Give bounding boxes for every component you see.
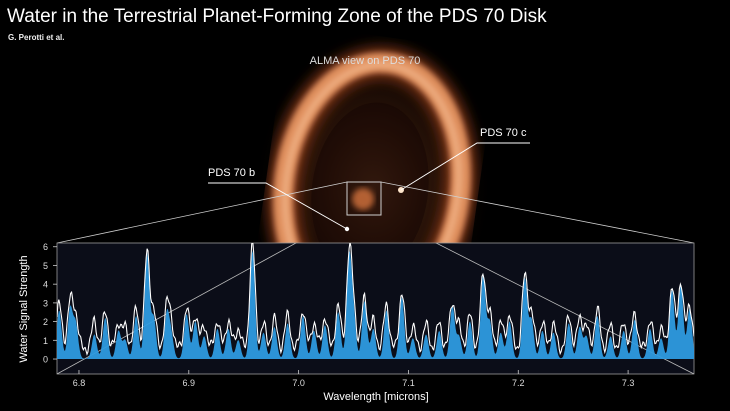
x-tick-label: 7.3 [622, 378, 635, 388]
zoom-box [346, 181, 382, 216]
credit-line: G. Perotti et al. [8, 33, 65, 42]
x-axis-label: Wavelength [microns] [323, 391, 428, 403]
inner-disk-glow [352, 188, 374, 210]
x-tick-label: 7.2 [512, 378, 525, 388]
y-tick-label: 2 [43, 317, 48, 327]
y-axis: 0 1 2 3 4 5 6 [43, 242, 57, 365]
y-tick-label: 0 [43, 355, 48, 365]
observed-spectrum-line [57, 243, 694, 356]
zoom-overlay [56, 142, 695, 244]
spectrum-chart: 0 1 2 3 4 5 6 6.8 6.9 7.0 7.1 7.2 7.3 Water Signal … [18, 242, 695, 403]
planet-b-label: PDS 70 b [208, 167, 256, 179]
planet-c-leader [400, 142, 530, 191]
planet-c-label: PDS 70 c [480, 127, 527, 139]
x-axis: 6.8 6.9 7.0 7.1 7.2 7.3 [73, 370, 635, 388]
diagonal-right [435, 243, 694, 374]
alma-caption: ALMA view on PDS 70 [309, 55, 421, 67]
x-tick-label: 7.1 [402, 378, 415, 388]
water-model-area [57, 250, 694, 360]
planet-b-leader [208, 182, 348, 230]
zoom-line-right [380, 181, 695, 244]
x-tick-label: 7.0 [292, 378, 305, 388]
zoom-line-left [56, 181, 348, 244]
y-tick-label: 5 [43, 261, 48, 271]
x-tick-label: 6.9 [183, 378, 196, 388]
y-tick-label: 3 [43, 298, 48, 308]
page-title: Water in the Terrestrial Planet-Forming … [7, 6, 547, 27]
y-tick-label: 4 [43, 280, 48, 290]
y-tick-label: 6 [43, 242, 48, 252]
x-tick-label: 6.8 [73, 378, 86, 388]
disk-inner-gap [311, 102, 429, 278]
series-layer [57, 243, 694, 360]
y-tick-label: 1 [43, 336, 48, 346]
y-axis-label: Water Signal Strength [18, 255, 30, 362]
